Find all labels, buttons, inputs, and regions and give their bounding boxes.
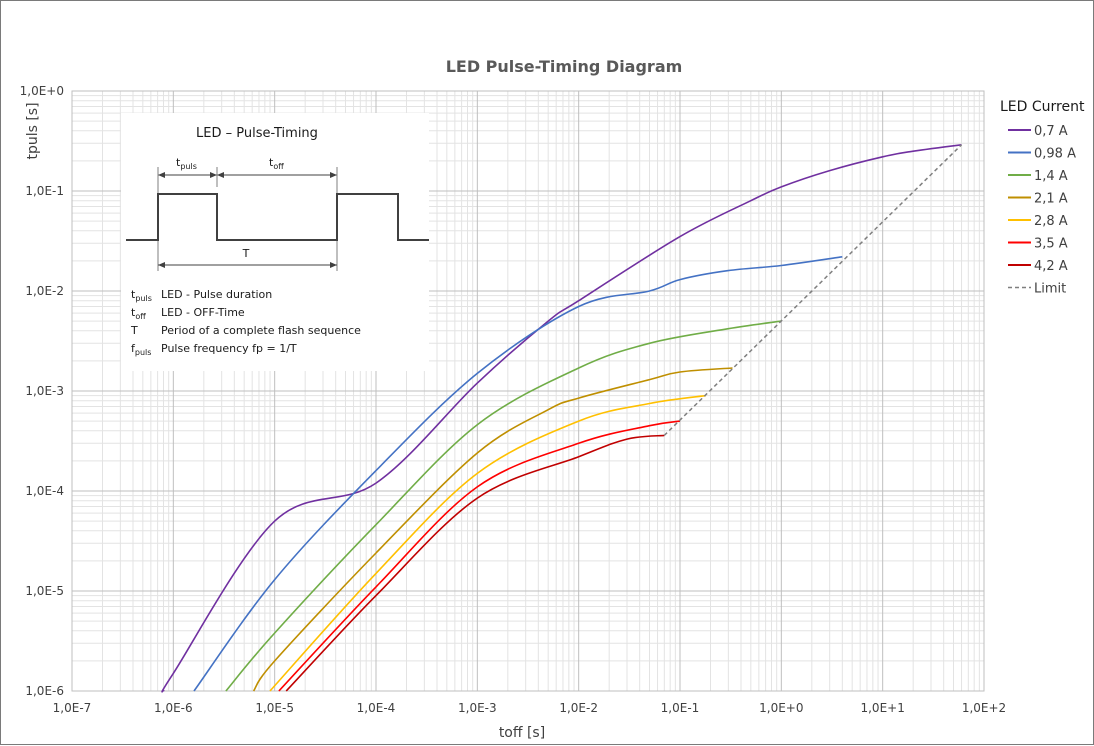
legend-entry: 4,2 A [1034, 259, 1068, 274]
x-tick-label: 1,0E-5 [255, 701, 294, 715]
definition-symbol-main: t [131, 306, 136, 319]
inset-label-tpuls-sub: puls [180, 162, 197, 171]
x-tick-label: 1,0E-6 [154, 701, 193, 715]
series-line [269, 394, 707, 692]
legend-entry: Limit [1034, 282, 1066, 297]
plot-area [71, 90, 985, 692]
y-tick-label: 1,0E-4 [25, 484, 64, 498]
x-tick-label: 1,0E-3 [458, 701, 497, 715]
definition-symbol-sub: puls [135, 294, 152, 303]
definition-symbol: tpuls [131, 288, 152, 303]
definition-symbol-sub: off [135, 312, 146, 321]
legend-entry: 3,5 A [1034, 237, 1068, 252]
inset-label-period: T [242, 247, 250, 260]
definition-symbol-main: t [131, 288, 136, 301]
definition-symbol-main: f [131, 342, 136, 355]
x-tick-label: 1,0E+2 [962, 701, 1006, 715]
legend: LED Current 0,7 A 0,98 A 1,4 A 2,1 A 2,8 A 3,… [1000, 99, 1085, 297]
pulse-timing-inset: LED – Pulse-Timing tpuls toff T tpuls LED… [121, 113, 429, 371]
x-tick-label: 1,0E-7 [53, 701, 92, 715]
x-axis-label: toff [s] [499, 725, 545, 741]
toff-arrowhead-left [217, 172, 224, 178]
inset-label-toff-sub: off [273, 162, 284, 171]
period-arrowhead-right [330, 262, 337, 268]
inset-background [121, 113, 429, 371]
x-tick-label: 1,0E-4 [357, 701, 396, 715]
series-line [663, 144, 963, 436]
legend-entry: 0,98 A [1034, 147, 1076, 162]
inset-label-toff: toff [269, 156, 284, 171]
period-arrowhead-left [158, 262, 165, 268]
definition-symbol: toff [131, 306, 146, 321]
y-tick-label: 1,0E-6 [25, 684, 64, 698]
y-tick-label: 1,0E-3 [25, 384, 64, 398]
series-line [278, 420, 681, 692]
tpuls-arrowhead-right [210, 172, 217, 178]
toff-arrowhead-right [330, 172, 337, 178]
y-tick-label: 1,0E-5 [25, 584, 64, 598]
inset-label-tpuls: tpuls [176, 156, 197, 171]
definition-symbol: fpuls [131, 342, 151, 357]
y-tick-label: 1,0E+0 [20, 84, 64, 98]
definition-symbol-sub: puls [135, 348, 152, 357]
legend-entry: 0,7 A [1034, 124, 1068, 139]
legend-title: LED Current [1000, 99, 1085, 115]
definition-text: LED - OFF-Time [161, 306, 245, 319]
definition-text: Period of a complete flash sequence [161, 324, 361, 337]
x-tick-labels: 1,0E-7 1,0E-6 1,0E-5 1,0E-4 1,0E-3 1,0E-2 1,0E… [53, 701, 1007, 715]
inset-label-toff-t: t [269, 156, 274, 169]
series-lines [161, 144, 963, 693]
y-axis-label: tpuls [s] [25, 102, 41, 159]
legend-entry: 1,4 A [1034, 169, 1068, 184]
legend-entry: 2,1 A [1034, 192, 1068, 207]
definition-text: LED - Pulse duration [161, 288, 272, 301]
y-tick-labels: 1,0E+0 1,0E-1 1,0E-2 1,0E-3 1,0E-4 1,0E-5 1,0E… [20, 84, 64, 698]
x-tick-label: 1,0E+1 [860, 701, 904, 715]
tpuls-arrowhead-left [158, 172, 165, 178]
chart-title: LED Pulse-Timing Diagram [446, 57, 683, 76]
y-tick-label: 1,0E-2 [25, 284, 64, 298]
x-tick-label: 1,0E-2 [559, 701, 598, 715]
x-tick-label: 1,0E+0 [759, 701, 803, 715]
series-line [225, 320, 782, 692]
inset-label-tpuls-t: t [176, 156, 181, 169]
legend-entry: 2,8 A [1034, 214, 1068, 229]
definition-symbol-main: T [130, 324, 138, 337]
series-line [193, 256, 843, 692]
series-line [161, 144, 962, 693]
x-tick-label: 1,0E-1 [661, 701, 700, 715]
definition-text: Pulse frequency fp = 1/T [161, 342, 297, 355]
pulse-waveform [126, 193, 429, 241]
series-line [252, 367, 733, 692]
series-line [285, 434, 665, 692]
definition-symbol: T [130, 324, 138, 337]
inset-title: LED – Pulse-Timing [196, 126, 318, 141]
y-tick-label: 1,0E-1 [25, 184, 64, 198]
